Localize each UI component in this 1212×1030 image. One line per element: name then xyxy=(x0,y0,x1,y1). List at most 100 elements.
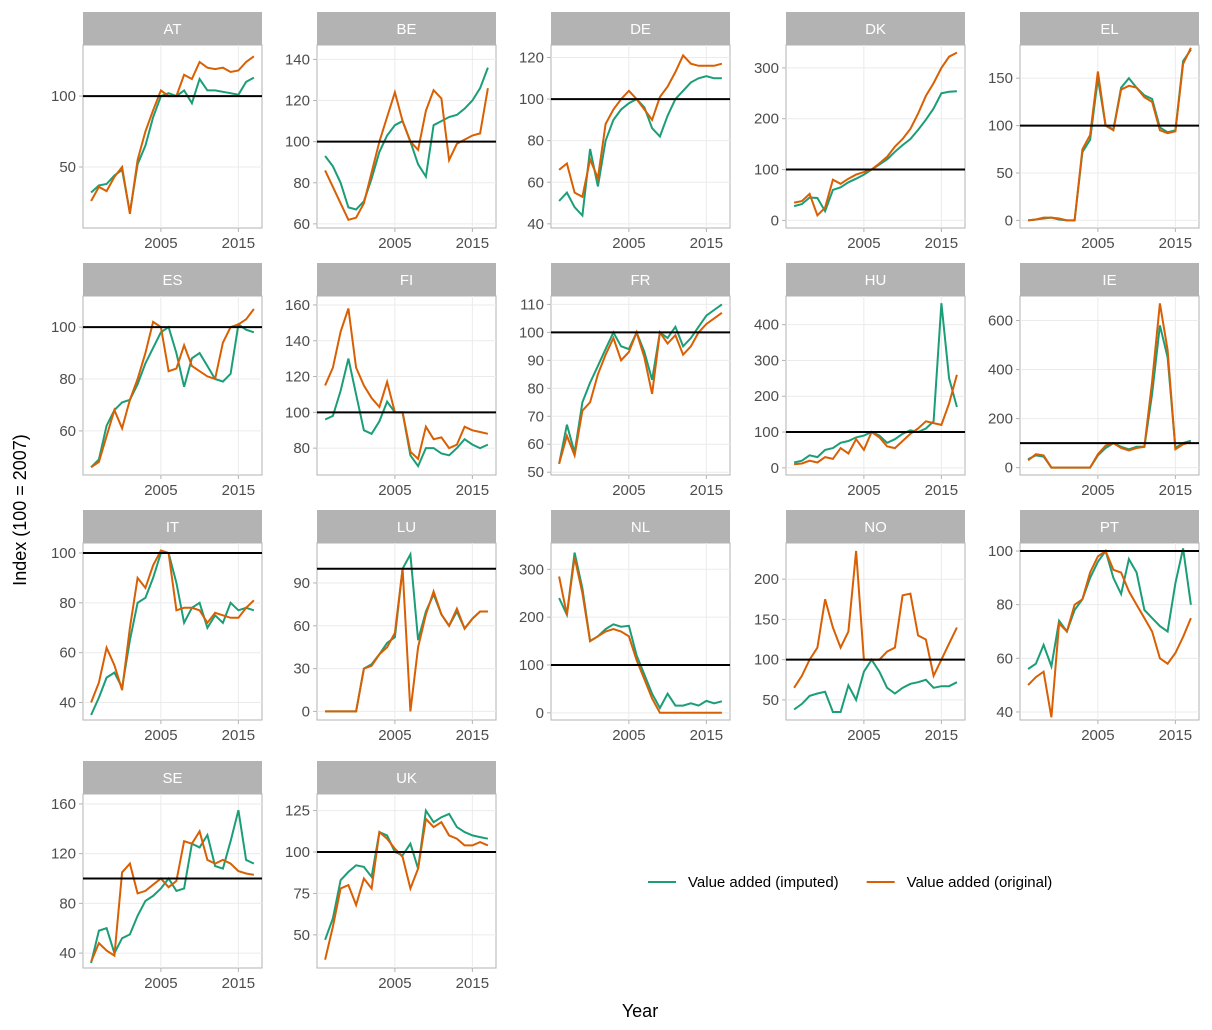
plot-background xyxy=(1019,542,1200,721)
x-tick-label: 2005 xyxy=(378,235,411,252)
series-line xyxy=(1027,549,1192,718)
y-tick-label: 100 xyxy=(51,545,76,562)
y-tick-label: 50 xyxy=(762,692,779,709)
strip-label: IE xyxy=(1102,272,1116,289)
y-tick-label: 300 xyxy=(519,561,544,578)
strip xyxy=(83,510,262,543)
y-tick-label: 200 xyxy=(754,111,779,128)
strip xyxy=(83,761,262,794)
y-tick-label: 90 xyxy=(293,575,310,592)
y-tick-label: 40 xyxy=(59,695,76,712)
series-line xyxy=(324,807,489,941)
strip xyxy=(317,12,496,45)
strip-label: EL xyxy=(1100,21,1118,38)
series-line xyxy=(1027,548,1192,671)
y-tick-label: 400 xyxy=(988,362,1013,379)
y-tick-label: 140 xyxy=(285,51,310,68)
strip xyxy=(1020,12,1199,45)
strip-label: FI xyxy=(400,272,413,289)
strip xyxy=(1020,510,1199,543)
y-tick-label: 110 xyxy=(520,296,544,313)
plot-background xyxy=(82,44,263,229)
x-tick-label: 2005 xyxy=(847,235,880,252)
strip-label: IT xyxy=(166,519,179,536)
x-tick-label: 2005 xyxy=(144,727,177,744)
x-tick-label: 2015 xyxy=(456,482,489,499)
strip-label: PT xyxy=(1100,519,1119,536)
y-tick-label: 60 xyxy=(293,216,310,233)
y-tick-label: 100 xyxy=(988,543,1013,560)
y-tick-label: 0 xyxy=(1005,212,1013,229)
y-tick-label: 80 xyxy=(59,895,76,912)
x-tick-label: 2015 xyxy=(925,482,958,499)
y-tick-label: 30 xyxy=(293,661,310,678)
y-tick-label: 120 xyxy=(51,846,76,863)
series-line xyxy=(324,816,489,960)
strip-label: FR xyxy=(631,272,651,289)
y-tick-label: 0 xyxy=(536,705,544,722)
plot-background xyxy=(785,295,966,476)
series-line xyxy=(558,557,722,714)
y-tick-label: 100 xyxy=(519,91,544,108)
strip xyxy=(551,12,730,45)
series-line xyxy=(558,53,723,199)
y-tick-label: 0 xyxy=(771,212,779,229)
y-tick-label: 50 xyxy=(527,464,544,481)
y-tick-label: 200 xyxy=(754,388,779,405)
y-tick-label: 80 xyxy=(293,440,310,457)
y-tick-label: 100 xyxy=(285,844,310,861)
y-tick-label: 300 xyxy=(754,60,779,77)
y-tick-label: 60 xyxy=(527,436,544,453)
x-tick-label: 2015 xyxy=(690,482,723,499)
y-tick-label: 100 xyxy=(519,657,544,674)
y-tick-label: 300 xyxy=(754,352,779,369)
x-tick-label: 2005 xyxy=(144,975,177,992)
series-line xyxy=(793,374,958,466)
y-tick-label: 200 xyxy=(754,571,779,588)
plot-background xyxy=(1019,295,1200,476)
strip-label: LU xyxy=(397,519,416,536)
y-tick-label: 100 xyxy=(285,404,310,421)
plot-background xyxy=(550,295,731,476)
strip xyxy=(317,761,496,794)
x-tick-label: 2005 xyxy=(847,727,880,744)
series-line xyxy=(1027,303,1192,469)
y-tick-label: 100 xyxy=(51,319,76,336)
y-tick-label: 120 xyxy=(519,49,544,66)
y-tick-label: 140 xyxy=(285,333,310,350)
plot-background xyxy=(550,542,731,721)
plot-background xyxy=(550,44,731,229)
x-tick-label: 2015 xyxy=(1159,727,1192,744)
y-tick-label: 80 xyxy=(996,597,1013,614)
strip xyxy=(786,263,965,296)
y-tick-label: 40 xyxy=(59,945,76,962)
y-tick-label: 70 xyxy=(527,408,544,425)
strip xyxy=(83,12,262,45)
x-tick-label: 2015 xyxy=(690,235,723,252)
plot-background xyxy=(785,542,966,721)
x-tick-label: 2015 xyxy=(456,975,489,992)
y-tick-label: 0 xyxy=(302,703,310,720)
x-tick-label: 2005 xyxy=(1081,482,1114,499)
strip xyxy=(551,263,730,296)
strip-label: HU xyxy=(865,272,887,289)
y-tick-label: 125 xyxy=(285,803,310,820)
x-tick-label: 2015 xyxy=(1159,235,1192,252)
y-tick-label: 80 xyxy=(293,175,310,192)
strip xyxy=(551,510,730,543)
x-tick-label: 2015 xyxy=(456,727,489,744)
y-tick-label: 150 xyxy=(754,611,779,628)
strip xyxy=(317,263,496,296)
y-tick-label: 80 xyxy=(59,371,76,388)
plot-background xyxy=(316,295,497,476)
y-tick-label: 0 xyxy=(771,460,779,477)
plot-background xyxy=(1019,44,1200,229)
y-tick-label: 80 xyxy=(527,133,544,150)
y-tick-label: 80 xyxy=(527,380,544,397)
plot-background xyxy=(82,295,263,476)
y-tick-label: 150 xyxy=(988,70,1013,87)
strip-label: SE xyxy=(162,770,182,787)
y-tick-label: 600 xyxy=(988,313,1013,330)
x-tick-label: 2015 xyxy=(1159,482,1192,499)
y-tick-label: 120 xyxy=(285,93,310,110)
